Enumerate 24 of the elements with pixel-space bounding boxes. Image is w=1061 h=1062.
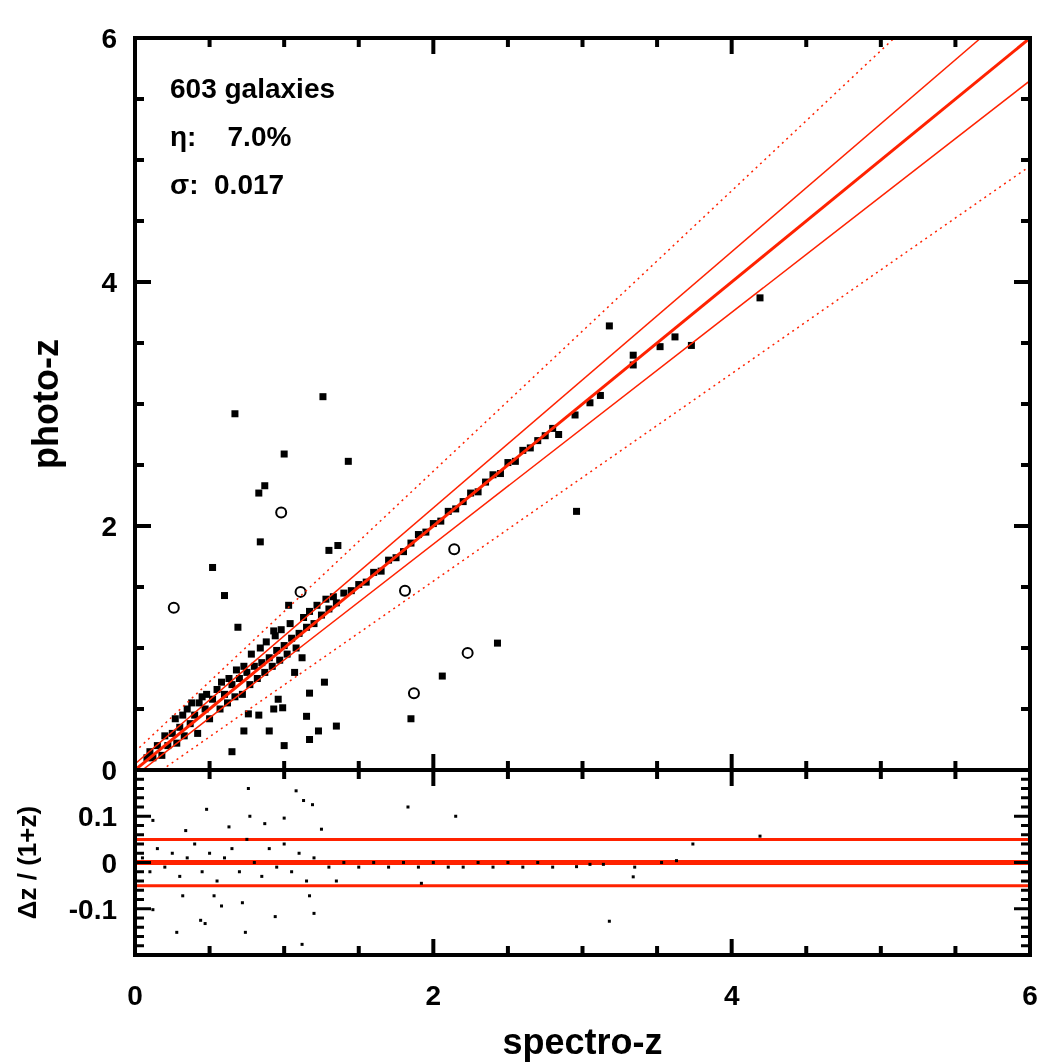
point: [448, 543, 461, 556]
point: [407, 687, 420, 700]
point: [294, 585, 307, 598]
point: [275, 506, 288, 519]
y-tick-label: 0: [101, 755, 117, 786]
y-axis-title: Δz / (1+z): [12, 805, 42, 920]
x-tick-label: 0: [127, 980, 143, 1011]
y-axis-title: photo-z: [25, 339, 66, 469]
y-tick-label: 0: [101, 847, 117, 879]
annotation: σ: 0.017: [170, 169, 285, 200]
x-tick-label: 6: [1022, 980, 1038, 1011]
y-tick-label: 4: [101, 267, 118, 298]
point: [398, 584, 411, 597]
y-tick-label: 0.1: [78, 801, 117, 833]
point: [167, 601, 180, 614]
annotation: 603 galaxies: [170, 73, 336, 104]
point: [461, 646, 474, 659]
y-tick-label: 2: [101, 511, 117, 542]
x-axis-title: spectro-z: [502, 1021, 663, 1062]
y-tick-label: -0.1: [68, 893, 117, 925]
x-tick-label: 4: [723, 980, 740, 1011]
annotation: η: 7.0%: [170, 121, 292, 152]
x-tick-label: 2: [425, 980, 442, 1011]
y-tick-label: 6: [101, 23, 117, 54]
